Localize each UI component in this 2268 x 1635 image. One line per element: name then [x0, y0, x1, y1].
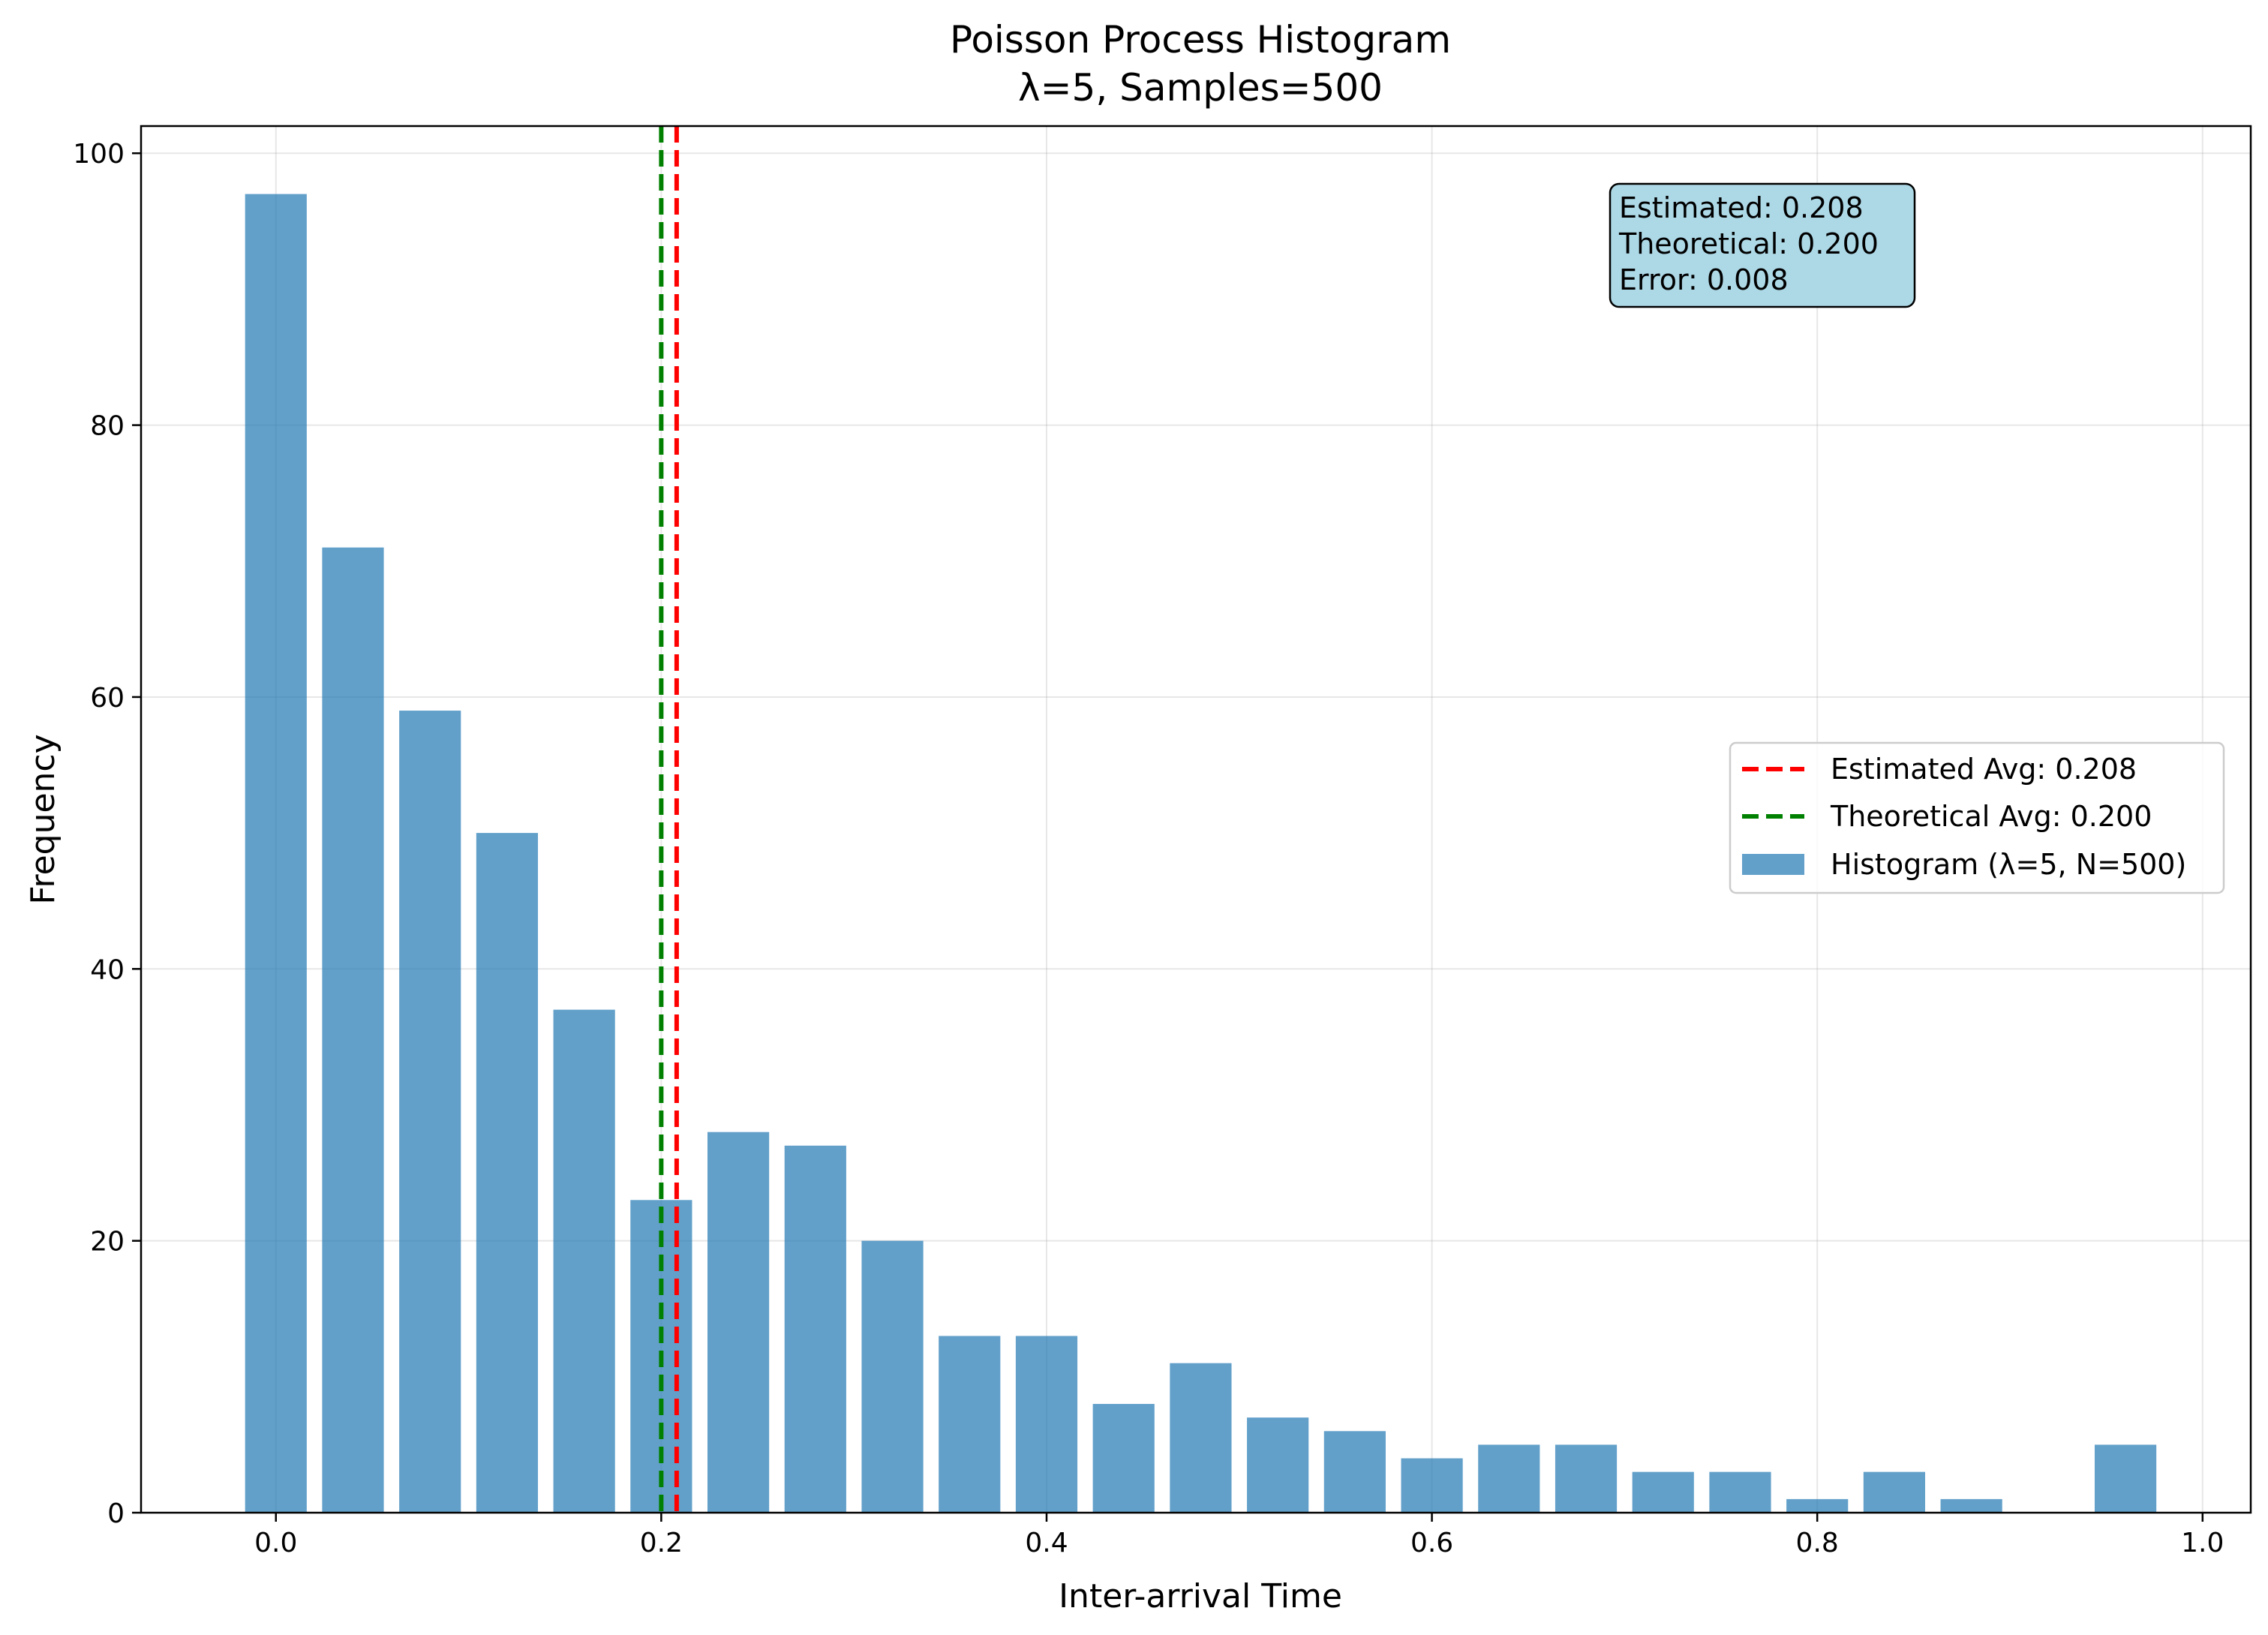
histogram-bar [1863, 1471, 1926, 1513]
histogram-bar [1940, 1498, 2002, 1513]
stats-annotation: Estimated: 0.208 Theoretical: 0.200 Erro… [1609, 182, 1916, 308]
histogram-bar [1555, 1444, 1618, 1513]
histogram-bar [939, 1336, 1001, 1513]
annotation-estimated: Estimated: 0.208 [1619, 191, 1864, 224]
histogram-bar [1092, 1404, 1155, 1513]
y-tick-label: 20 [90, 1227, 125, 1258]
plot-area-frame [140, 125, 2252, 1514]
y-axis-label: Frequency [24, 734, 62, 904]
histogram-bar [1786, 1498, 1849, 1513]
annotation-theoretical: Theoretical: 0.200 [1618, 227, 1879, 260]
y-tick-label: 40 [90, 954, 125, 985]
legend-swatch-histogram [1742, 854, 1804, 875]
histogram-bar [861, 1240, 924, 1513]
legend-label-estimated: Estimated Avg: 0.208 [1831, 753, 2137, 786]
histogram-bar [553, 1009, 615, 1513]
x-tick-label: 0.4 [1025, 1528, 1068, 1558]
histogram-bar [1170, 1363, 1232, 1513]
legend: Estimated Avg: 0.208 Theoretical Avg: 0.… [1729, 741, 2225, 894]
histogram-bars [245, 194, 2157, 1513]
histogram-bar [1247, 1417, 1309, 1513]
histogram-bar [1632, 1471, 1694, 1513]
x-tick-label: 0.8 [1796, 1528, 1839, 1558]
x-tick-label: 0.2 [640, 1528, 683, 1558]
histogram-bar [245, 194, 307, 1513]
y-axis-ticks: 0 20 40 60 80 100 [73, 139, 141, 1529]
y-tick-label: 0 [107, 1498, 125, 1529]
x-tick-label: 0.6 [1410, 1528, 1453, 1558]
histogram-bar [399, 711, 461, 1513]
y-tick-label: 60 [90, 683, 125, 714]
y-tick-label: 100 [73, 139, 125, 170]
histogram-bar [1323, 1431, 1386, 1513]
histogram-bar [707, 1132, 770, 1513]
histogram-bar [784, 1145, 846, 1513]
average-lines [659, 126, 679, 1513]
legend-label-histogram: Histogram (λ=5, N=500) [1831, 848, 2186, 881]
histogram-bar [322, 547, 384, 1513]
chart-subtitle: λ=5, Samples=500 [1018, 66, 1383, 110]
legend-label-theoretical: Theoretical Avg: 0.200 [1830, 800, 2152, 833]
annotation-error: Error: 0.008 [1619, 263, 1789, 296]
chart-title: Poisson Process Histogram [950, 18, 1451, 62]
y-tick-label: 80 [90, 411, 125, 442]
x-tick-label: 1.0 [2181, 1528, 2224, 1558]
histogram-bar [1015, 1336, 1078, 1513]
histogram-bar [1401, 1458, 1463, 1513]
x-axis-ticks: 0.0 0.2 0.4 0.6 0.8 1.0 [254, 1513, 2224, 1558]
stats-annotation-box [1609, 182, 1916, 308]
x-axis-label: Inter-arrival Time [1059, 1577, 1342, 1615]
legend-box [1729, 741, 2225, 894]
histogram-bar [2094, 1444, 2157, 1513]
histogram-bar [476, 833, 539, 1513]
histogram-bar [1478, 1444, 1540, 1513]
x-tick-label: 0.0 [254, 1528, 297, 1558]
histogram-bar [1709, 1471, 1771, 1513]
